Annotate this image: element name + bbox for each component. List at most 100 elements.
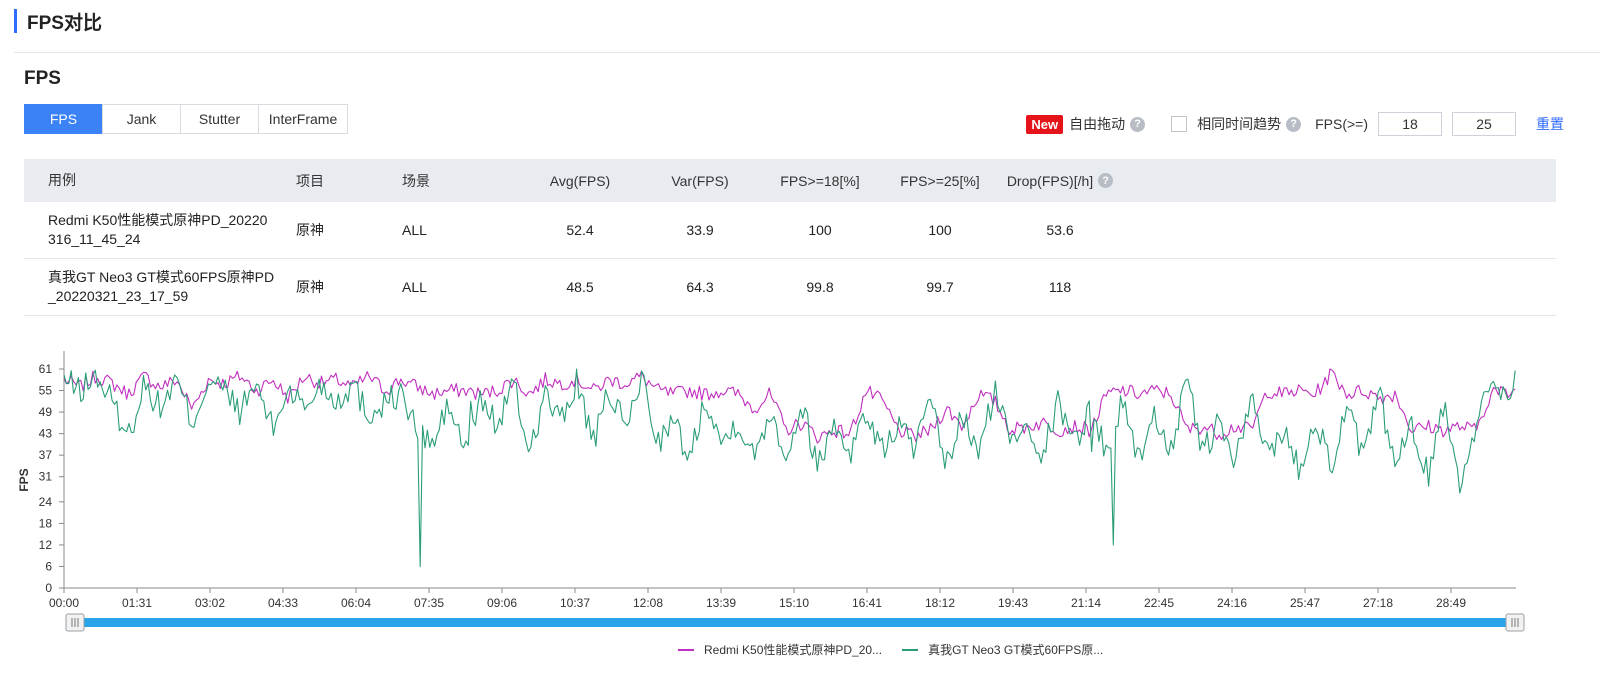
case-cell: 真我GT Neo3 GT模式60FPS原神PD _20220321_23_17_… xyxy=(24,268,296,306)
fps-threshold-input-1[interactable] xyxy=(1378,112,1442,136)
x-tick-label: 27:18 xyxy=(1363,596,1393,610)
header-drop-label: Drop(FPS)[/h] xyxy=(1006,172,1094,189)
y-tick-label: 6 xyxy=(45,559,52,573)
case-line-2: _20220321_23_17_59 xyxy=(48,288,189,304)
project-cell: 原神 xyxy=(296,279,324,295)
legend-swatch xyxy=(678,648,694,651)
legend-swatch xyxy=(902,648,919,651)
x-tick-label: 21:14 xyxy=(1071,596,1101,610)
header-ge18: FPS>=18[%] xyxy=(780,172,860,189)
avg-cell: 52.4 xyxy=(566,222,594,238)
scene-cell: ALL xyxy=(402,279,427,295)
y-tick-label: 55 xyxy=(39,384,53,398)
fps-threshold-label: FPS(>=) xyxy=(1315,116,1368,132)
header-drop: Drop(FPS)[/h] ? xyxy=(1000,173,1120,189)
x-tick-label: 01:31 xyxy=(122,596,152,610)
y-tick-label: 43 xyxy=(39,427,53,441)
tab-jank[interactable]: Jank xyxy=(102,104,181,134)
new-badge: New xyxy=(1026,114,1064,134)
page-title: FPS对比 xyxy=(27,12,102,34)
y-axis: 0 6 12 18 24 31 37 43 49 55 61 FPS xyxy=(17,351,65,595)
series-line xyxy=(63,368,1516,444)
header-divider xyxy=(14,52,1600,53)
y-tick-label: 18 xyxy=(39,516,53,530)
y-tick-label: 37 xyxy=(39,448,53,462)
drop-cell: 53.6 xyxy=(1046,222,1074,238)
ge18-cell: 99.8 xyxy=(806,279,834,295)
y-tick-label: 61 xyxy=(39,362,53,376)
project-cell: 原神 xyxy=(296,222,324,238)
x-tick-label: 28:49 xyxy=(1436,596,1466,610)
avg-cell: 48.5 xyxy=(566,279,594,295)
case-line-1: Redmi K50性能模式原神PD_20220 xyxy=(48,212,268,228)
section-title: FPS xyxy=(24,68,61,89)
header-avg: Avg(FPS) xyxy=(549,172,611,189)
chart-controls: New 自由拖动 ? 相同时间趋势 ? FPS(>=) 重置 xyxy=(1026,112,1564,136)
y-tick-label: 49 xyxy=(39,405,53,419)
series-line xyxy=(63,368,1516,568)
x-tick-label: 07:35 xyxy=(414,596,444,610)
legend-label: Redmi K50性能模式原神PD_20... xyxy=(704,643,883,657)
y-tick-label: 0 xyxy=(45,581,52,595)
x-tick-label: 18:12 xyxy=(925,596,955,610)
legend-label: 真我GT Neo3 GT模式60FPS原... xyxy=(928,643,1104,657)
header-scene: 场景 xyxy=(402,172,430,189)
fps-summary-table: 用例 项目 场景 Avg(FPS) Var(FPS) FPS>=18[%] FP… xyxy=(24,159,1556,316)
x-tick-label: 12:08 xyxy=(633,596,663,610)
x-tick-label: 16:41 xyxy=(852,596,882,610)
x-axis: 00:00 01:31 03:02 04:33 06:04 07:35 09:06 10:37… xyxy=(49,587,1516,610)
ge25-cell: 100 xyxy=(928,222,952,238)
series-layer xyxy=(63,368,1516,568)
y-tick-label: 24 xyxy=(39,495,53,509)
case-line-2: 316_11_45_24 xyxy=(48,231,141,247)
fps-threshold-input-2[interactable] xyxy=(1452,112,1516,136)
x-tick-label: 06:04 xyxy=(341,596,371,610)
header-project: 项目 xyxy=(296,172,324,189)
header-case: 用例 xyxy=(48,172,76,188)
x-tick-label: 13:39 xyxy=(706,596,736,610)
reset-link[interactable]: 重置 xyxy=(1536,116,1564,132)
y-tick-label: 12 xyxy=(39,538,53,552)
x-tick-label: 19:43 xyxy=(998,596,1028,610)
y-axis-label: FPS xyxy=(17,468,31,491)
tab-stutter[interactable]: Stutter xyxy=(180,104,259,134)
header-ge25: FPS>=25[%] xyxy=(900,172,980,189)
range-slider[interactable] xyxy=(65,613,1525,632)
same-time-trend-label: 相同时间趋势 xyxy=(1197,116,1282,132)
x-tick-label: 25:47 xyxy=(1290,596,1320,610)
y-tick-label: 31 xyxy=(39,470,53,484)
x-tick-label: 10:37 xyxy=(560,596,590,610)
x-tick-label: 24:16 xyxy=(1217,596,1247,610)
header-accent-bar xyxy=(14,9,17,33)
drop-cell: 118 xyxy=(1048,279,1072,295)
free-drag-label: 自由拖动 xyxy=(1069,116,1126,132)
drop-help-icon[interactable]: ? xyxy=(1098,173,1114,188)
legend-item-realme[interactable]: 真我GT Neo3 GT模式60FPS原... xyxy=(902,641,1103,658)
slider-track xyxy=(72,618,1518,627)
case-cell: Redmi K50性能模式原神PD_20220 316_11_45_24 xyxy=(24,211,296,249)
var-cell: 64.3 xyxy=(686,279,714,295)
scene-cell: ALL xyxy=(402,222,427,238)
var-cell: 33.9 xyxy=(686,222,714,238)
table-row[interactable]: Redmi K50性能模式原神PD_20220 316_11_45_24 原神 … xyxy=(24,202,1556,259)
ge18-cell: 100 xyxy=(808,222,832,238)
ge25-cell: 99.7 xyxy=(926,279,954,295)
x-tick-label: 22:45 xyxy=(1144,596,1174,610)
tab-interframe[interactable]: InterFrame xyxy=(258,104,348,134)
table-row[interactable]: 真我GT Neo3 GT模式60FPS原神PD _20220321_23_17_… xyxy=(24,259,1556,316)
same-time-trend-help-icon[interactable]: ? xyxy=(1286,116,1302,132)
metric-tabs: FPS Jank Stutter InterFrame xyxy=(24,104,348,134)
x-tick-label: 09:06 xyxy=(487,596,517,610)
legend-item-redmi[interactable]: Redmi K50性能模式原神PD_20... xyxy=(678,641,882,658)
x-tick-label: 03:02 xyxy=(195,596,225,610)
same-time-trend-checkbox[interactable] xyxy=(1171,116,1188,132)
free-drag-help-icon[interactable]: ? xyxy=(1130,116,1146,132)
case-line-1: 真我GT Neo3 GT模式60FPS原神PD xyxy=(48,269,275,285)
header-var: Var(FPS) xyxy=(671,172,729,189)
x-tick-label: 04:33 xyxy=(268,596,298,610)
table-header: 用例 项目 场景 Avg(FPS) Var(FPS) FPS>=18[%] FP… xyxy=(24,159,1556,202)
tab-fps[interactable]: FPS xyxy=(24,104,103,134)
chart-legend: Redmi K50性能模式原神PD_20... 真我GT Neo3 GT模式60… xyxy=(678,641,1123,658)
x-tick-label: 00:00 xyxy=(49,596,79,610)
